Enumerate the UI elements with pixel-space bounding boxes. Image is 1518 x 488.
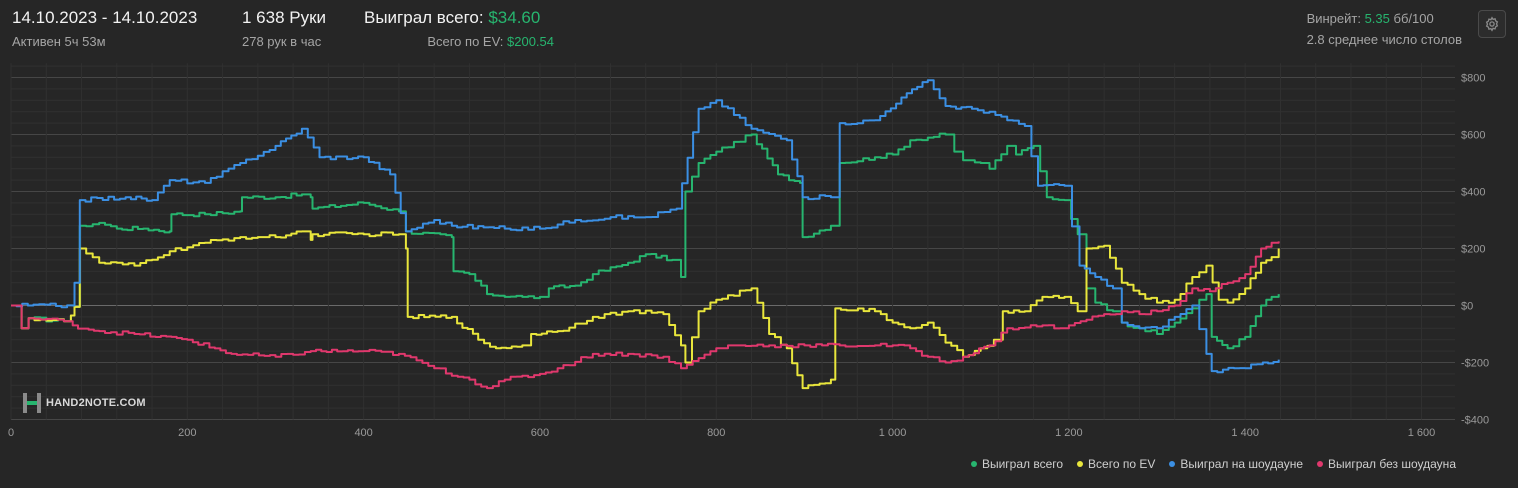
- legend-dot-icon: [1077, 461, 1084, 467]
- x-tick-label: 1 600: [1408, 427, 1436, 439]
- winrate-value: 5.35: [1364, 11, 1390, 26]
- y-tick-label: -$400: [1461, 415, 1489, 427]
- x-tick-label: 0: [8, 427, 14, 439]
- y-tick-label: $200: [1461, 244, 1485, 256]
- y-tick-label: $0: [1461, 301, 1473, 313]
- hand2note-logo: HAND2NOTE.COM: [22, 392, 146, 414]
- ev-label: Всего по EV:: [427, 34, 507, 49]
- winrate-label: Винрейт:: [1306, 11, 1365, 26]
- legend-dot-icon: [1317, 461, 1323, 467]
- logo-icon: [23, 393, 41, 413]
- y-tick-label: $600: [1461, 130, 1485, 142]
- series-line-2: [11, 79, 1280, 374]
- winrate-block: Винрейт: 5.35 бб/100 2.8 среднее число с…: [1307, 11, 1462, 47]
- x-tick-label: 600: [531, 427, 549, 439]
- x-tick-label: 800: [707, 427, 725, 439]
- gear-icon: [1485, 16, 1499, 32]
- series-line-0: [11, 132, 1280, 350]
- series-line-1: [11, 230, 1280, 390]
- legend-label: Всего по EV: [1088, 457, 1156, 471]
- legend-item[interactable]: Выиграл на шоудауне: [1169, 457, 1303, 471]
- ev-value: $200.54: [507, 34, 554, 49]
- legend-label: Выиграл без шоудауна: [1328, 457, 1456, 471]
- legend-dot-icon: [1169, 461, 1176, 467]
- x-tick-label: 200: [178, 427, 196, 439]
- legend-item[interactable]: Выиграл без шоудауна: [1317, 457, 1456, 471]
- won-block: Выиграл всего: $34.60 Всего по EV: $200.…: [364, 8, 554, 49]
- hands-block: 1 638 Руки 278 рук в час: [242, 8, 326, 49]
- x-tick-label: 1 400: [1231, 427, 1259, 439]
- legend-label: Выиграл на шоудауне: [1180, 457, 1303, 471]
- chart-series: [11, 79, 1280, 390]
- x-axis-labels: 0 200 400 600 800 1 000 1 200 1 400 1 600: [8, 427, 1435, 439]
- chart-grid: [10, 63, 1455, 420]
- winrate-unit: бб/100: [1389, 11, 1434, 26]
- active-time: Активен 5ч 53м: [12, 34, 106, 49]
- logo-text: HAND2NOTE.COM: [46, 397, 146, 409]
- x-tick-label: 400: [354, 427, 372, 439]
- hands-per-hour: 278 рук в час: [242, 34, 322, 49]
- y-tick-label: -$200: [1461, 358, 1489, 370]
- settings-button[interactable]: [1478, 10, 1506, 38]
- series-line-3: [11, 241, 1280, 390]
- won-value: $34.60: [488, 8, 541, 27]
- y-axis-labels: $800 $600 $400 $200 $0 -$200 -$400: [1461, 73, 1489, 427]
- legend-dot-icon: [970, 461, 977, 467]
- legend-label: Выиграл всего: [981, 457, 1064, 471]
- date-range-block: 14.10.2023 - 14.10.2023 Активен 5ч 53м: [12, 8, 197, 49]
- x-tick-label: 1 200: [1055, 427, 1083, 439]
- avg-tables: 2.8 среднее число столов: [1306, 32, 1462, 47]
- hands-count: 1 638 Руки: [242, 8, 327, 27]
- won-label: Выиграл всего:: [364, 8, 489, 27]
- y-tick-label: $800: [1461, 73, 1485, 85]
- chart-legend: Выиграл всего Всего по EV Выиграл на шоуда…: [970, 457, 1456, 471]
- legend-item[interactable]: Всего по EV: [1077, 457, 1155, 471]
- x-tick-label: 1 000: [879, 427, 907, 439]
- y-tick-label: $400: [1461, 187, 1485, 199]
- date-range[interactable]: 14.10.2023 - 14.10.2023: [12, 8, 198, 27]
- legend-item[interactable]: Выиграл всего: [970, 457, 1064, 471]
